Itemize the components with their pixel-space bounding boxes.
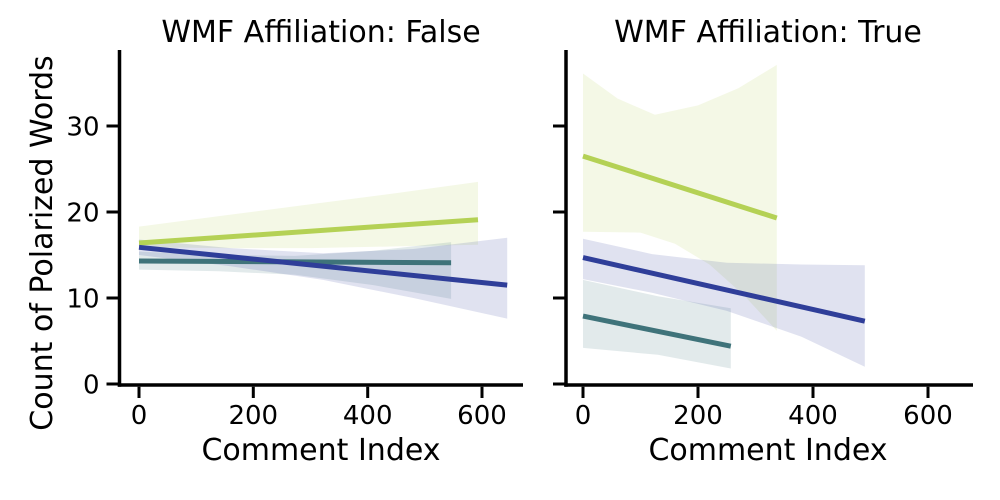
x-tick-label: 400	[788, 401, 838, 431]
right-facet-title: WMF Affiliation: True	[614, 15, 922, 50]
x-tick-label: 200	[673, 401, 723, 431]
left-facet-title: WMF Affiliation: False	[161, 15, 480, 50]
y-tick-label: 10	[66, 285, 99, 315]
regression-line-teal	[582, 313, 732, 349]
regression-line-dark-blue	[582, 255, 866, 324]
x-tick-label: 0	[131, 401, 148, 431]
left-xaxis-label: Comment Index	[201, 433, 440, 468]
yaxis-label: Count of Polarized Words	[25, 55, 60, 430]
y-tick-label: 30	[66, 113, 99, 143]
x-tick-label: 400	[343, 401, 393, 431]
right-xaxis-label: Comment Index	[648, 433, 887, 468]
ci-band-dark-blue	[583, 238, 865, 367]
x-tick-label: 0	[575, 401, 592, 431]
x-tick-label: 600	[903, 401, 953, 431]
regression-line-yellow-green	[582, 153, 778, 221]
y-tick-label: 20	[66, 199, 99, 229]
x-tick-label: 200	[228, 401, 278, 431]
y-tick-label: 0	[83, 371, 100, 401]
ci-band-yellow-green	[583, 64, 777, 331]
regression-line-dark-blue	[138, 244, 508, 288]
ci-band-teal	[583, 279, 731, 369]
regression-line-yellow-green	[138, 217, 479, 246]
x-tick-label: 600	[457, 401, 507, 431]
ci-band-yellow-green	[139, 181, 478, 249]
facet-wmf-false-plot: 0 10 20 30 0 200 400 600	[66, 50, 523, 431]
facet-wmf-true-plot: 0 200 400 600	[553, 50, 973, 431]
